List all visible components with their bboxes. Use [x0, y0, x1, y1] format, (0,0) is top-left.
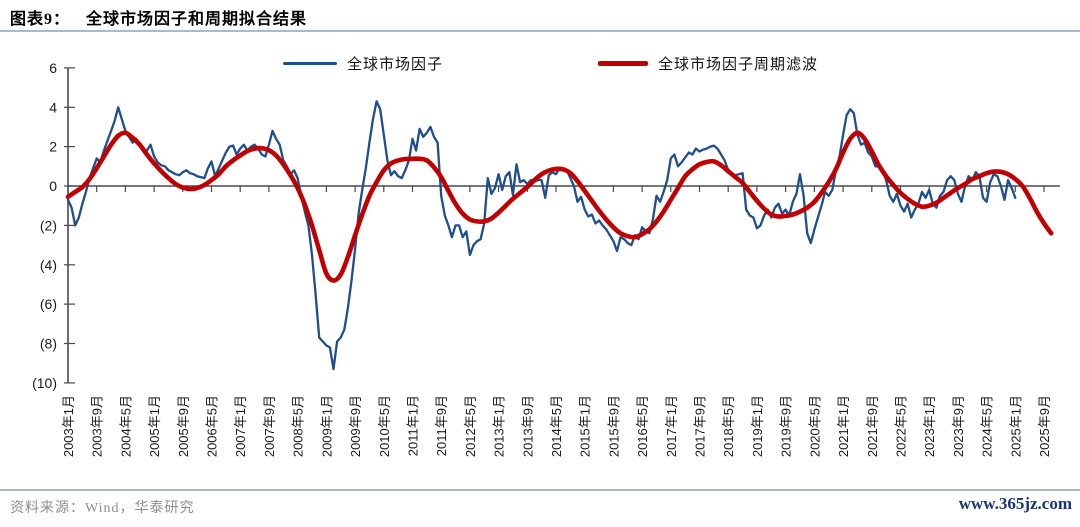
x-tick-label: 2014年5月 — [549, 395, 564, 457]
x-tick-label: 2009年9月 — [348, 395, 363, 457]
x-tick-label: 2023年1月 — [922, 395, 937, 457]
x-tick-label: 2019年9月 — [779, 395, 794, 457]
chart-legend: 全球市场因子 全球市场因子周期滤波 — [0, 54, 1080, 73]
x-tick-label: 2017年9月 — [693, 395, 708, 457]
watermark-link[interactable]: www.365jz.com — [958, 494, 1072, 513]
page-title: 全球市场因子和周期拟合结果 — [86, 11, 308, 28]
figure-number: 图表9： — [10, 11, 71, 28]
x-tick-label: 2011年9月 — [434, 395, 449, 456]
x-tick-label: 2010年5月 — [377, 395, 392, 457]
y-tick-label: 0 — [49, 178, 57, 194]
x-tick-label: 2009年1月 — [319, 395, 334, 457]
x-tick-label: 2008年5月 — [291, 395, 306, 457]
x-tick-label: 2021年1月 — [836, 395, 851, 457]
x-tick-label: 2011年1月 — [406, 395, 421, 456]
x-tick-label: 2023年9月 — [951, 395, 966, 457]
x-tick-label: 2003年9月 — [90, 395, 105, 457]
x-tick-label: 2005年1月 — [147, 395, 162, 457]
x-tick-label: 2006年5月 — [205, 395, 220, 457]
x-tick-label: 2021年9月 — [865, 395, 880, 457]
x-tick-label: 2012年5月 — [463, 395, 478, 457]
x-tick-label: 2019年1月 — [750, 395, 765, 457]
x-tick-label: 2025年9月 — [1037, 395, 1052, 457]
x-tick-label: 2007年9月 — [262, 395, 277, 457]
source-note: 资料来源：Wind，华泰研究 — [10, 501, 195, 516]
x-tick-label: 2007年1月 — [233, 395, 248, 457]
legend-item-factor: 全球市场因子 — [283, 54, 444, 73]
y-tick-label: 4 — [49, 99, 57, 115]
x-tick-label: 2024年5月 — [980, 395, 995, 457]
title-divider — [0, 30, 1080, 32]
x-tick-label: 2013年9月 — [520, 395, 535, 457]
y-tick-label: (10) — [32, 375, 57, 391]
figure-header: 图表9： 全球市场因子和周期拟合结果 — [10, 5, 307, 29]
x-tick-label: 2003年1月 — [61, 395, 76, 457]
y-tick-label: (2) — [40, 217, 57, 233]
legend-label-factor: 全球市场因子 — [347, 56, 444, 73]
y-tick-label: 6 — [49, 60, 57, 76]
footer-divider — [0, 489, 1080, 491]
x-tick-label: 2018年5月 — [721, 395, 736, 457]
x-tick-label: 2016年5月 — [635, 395, 650, 457]
x-tick-label: 2004年5月 — [118, 395, 133, 457]
x-tick-label: 2015年9月 — [606, 395, 621, 457]
factor-line-swatch — [283, 61, 337, 65]
x-tick-label: 2020年5月 — [807, 395, 822, 457]
legend-label-filter: 全球市场因子周期滤波 — [658, 56, 819, 73]
x-tick-label: 2022年5月 — [894, 395, 909, 457]
y-tick-label: (6) — [40, 296, 57, 312]
x-tick-label: 2015年1月 — [578, 395, 593, 457]
filter-line-swatch — [598, 60, 648, 66]
x-tick-label: 2005年9月 — [176, 395, 191, 457]
legend-item-filter: 全球市场因子周期滤波 — [598, 54, 819, 73]
series-factor-line — [66, 100, 1017, 371]
x-tick-label: 2017年1月 — [664, 395, 679, 457]
x-tick-label: 2025年1月 — [1008, 395, 1023, 457]
x-tick-label: 2013年1月 — [492, 395, 507, 457]
y-tick-label: (8) — [40, 336, 57, 352]
series-filter-line — [65, 130, 1054, 283]
y-tick-label: 2 — [49, 139, 57, 155]
y-tick-label: (4) — [40, 257, 57, 273]
